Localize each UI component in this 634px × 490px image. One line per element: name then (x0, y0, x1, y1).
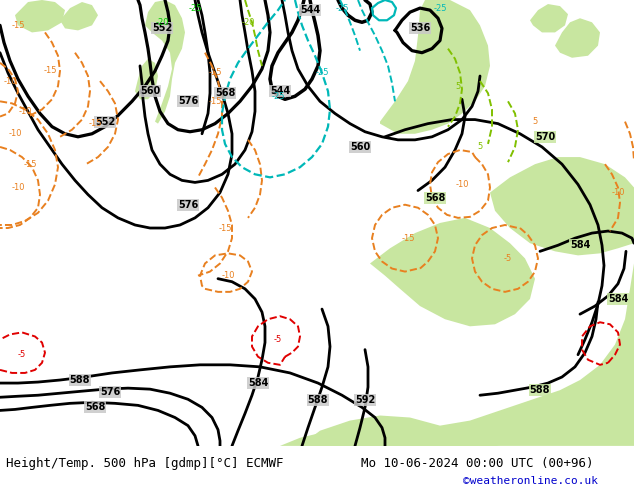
Text: 552: 552 (95, 117, 115, 126)
Text: -15: -15 (23, 160, 37, 169)
Text: 5: 5 (533, 117, 538, 126)
Text: -25: -25 (433, 3, 447, 13)
Text: 576: 576 (178, 97, 198, 106)
Text: ©weatheronline.co.uk: ©weatheronline.co.uk (463, 476, 598, 486)
Text: 544: 544 (300, 5, 320, 15)
Text: 536: 536 (410, 24, 430, 33)
Text: -5: -5 (504, 254, 512, 263)
Text: 570: 570 (535, 132, 555, 142)
Polygon shape (145, 0, 185, 123)
Polygon shape (280, 428, 500, 446)
Polygon shape (15, 0, 65, 32)
Text: 5: 5 (455, 82, 461, 91)
Text: -10: -10 (611, 188, 624, 197)
Text: -10: -10 (3, 76, 16, 86)
Text: -25: -25 (188, 3, 202, 13)
Text: -20: -20 (155, 18, 169, 27)
Text: -15: -15 (208, 97, 222, 106)
Text: 592: 592 (355, 395, 375, 405)
Text: 584: 584 (570, 240, 590, 250)
Text: 568: 568 (215, 88, 235, 98)
Text: 584: 584 (608, 294, 628, 304)
Text: 560: 560 (140, 86, 160, 96)
Text: -10: -10 (455, 180, 469, 189)
Text: -25: -25 (271, 92, 285, 101)
Text: -10: -10 (18, 107, 32, 116)
Polygon shape (380, 0, 490, 134)
Text: -15: -15 (218, 223, 232, 233)
Text: -5: -5 (274, 335, 282, 344)
Text: -25: -25 (315, 69, 329, 77)
Text: -15: -15 (43, 67, 57, 75)
Text: -15: -15 (11, 21, 25, 30)
Polygon shape (60, 2, 98, 30)
Text: 544: 544 (270, 86, 290, 96)
Polygon shape (135, 59, 158, 99)
Text: 584: 584 (248, 378, 268, 388)
Text: 5: 5 (477, 143, 482, 151)
Polygon shape (555, 18, 600, 58)
Text: 576: 576 (100, 387, 120, 397)
Text: -15: -15 (88, 119, 101, 128)
Polygon shape (490, 157, 634, 255)
Text: 576: 576 (178, 200, 198, 210)
Text: -10: -10 (8, 129, 22, 138)
Text: Mo 10-06-2024 00:00 UTC (00+96): Mo 10-06-2024 00:00 UTC (00+96) (361, 457, 594, 469)
Text: -20: -20 (242, 18, 255, 27)
Text: -10: -10 (11, 183, 25, 192)
Text: 588: 588 (307, 395, 328, 405)
Text: 568: 568 (425, 193, 445, 202)
Text: -5: -5 (18, 350, 26, 359)
Polygon shape (530, 4, 568, 32)
Text: -25: -25 (335, 3, 349, 13)
Polygon shape (300, 264, 634, 446)
Text: 568: 568 (85, 402, 105, 413)
Text: 552: 552 (152, 24, 172, 33)
Text: 588: 588 (530, 385, 550, 395)
Text: Height/Temp. 500 hPa [gdmp][°C] ECMWF: Height/Temp. 500 hPa [gdmp][°C] ECMWF (6, 457, 284, 469)
Text: -15: -15 (401, 234, 415, 243)
Polygon shape (370, 218, 535, 326)
Text: -15: -15 (208, 69, 222, 77)
Text: 588: 588 (70, 375, 90, 385)
Text: 560: 560 (350, 142, 370, 152)
Text: -10: -10 (221, 271, 235, 280)
